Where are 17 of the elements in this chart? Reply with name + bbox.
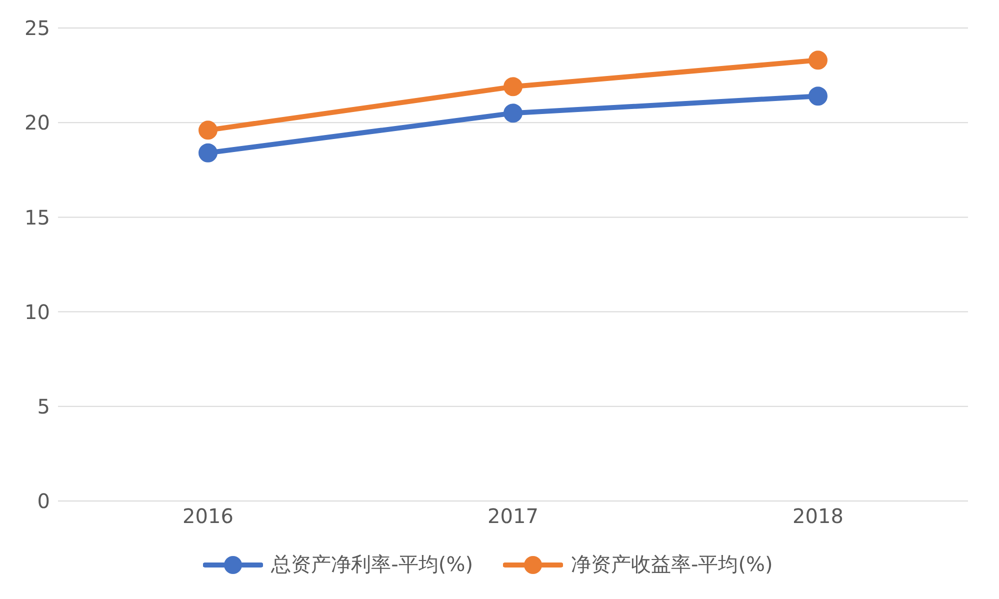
y-tick-label: 10 (24, 300, 50, 324)
point (504, 104, 522, 123)
legend-label: 总资产净利率-平均(%) (270, 551, 473, 578)
y-tick-label: 25 (24, 16, 50, 40)
point (198, 143, 218, 162)
y-tick-label: 5 (37, 394, 50, 418)
y-tick-label: 15 (24, 205, 50, 230)
point (808, 50, 828, 70)
x-tick-label: 2016 (182, 504, 234, 528)
legend-label: 净资产收益率-平均(%) (570, 551, 773, 578)
x-tick-label: 2017 (488, 504, 538, 528)
point (808, 86, 828, 106)
y-tick-label: 20 (24, 110, 50, 135)
y-tick-label: 0 (37, 489, 50, 514)
point (504, 77, 522, 96)
point (198, 120, 218, 140)
x-tick-label: 2018 (792, 504, 844, 528)
